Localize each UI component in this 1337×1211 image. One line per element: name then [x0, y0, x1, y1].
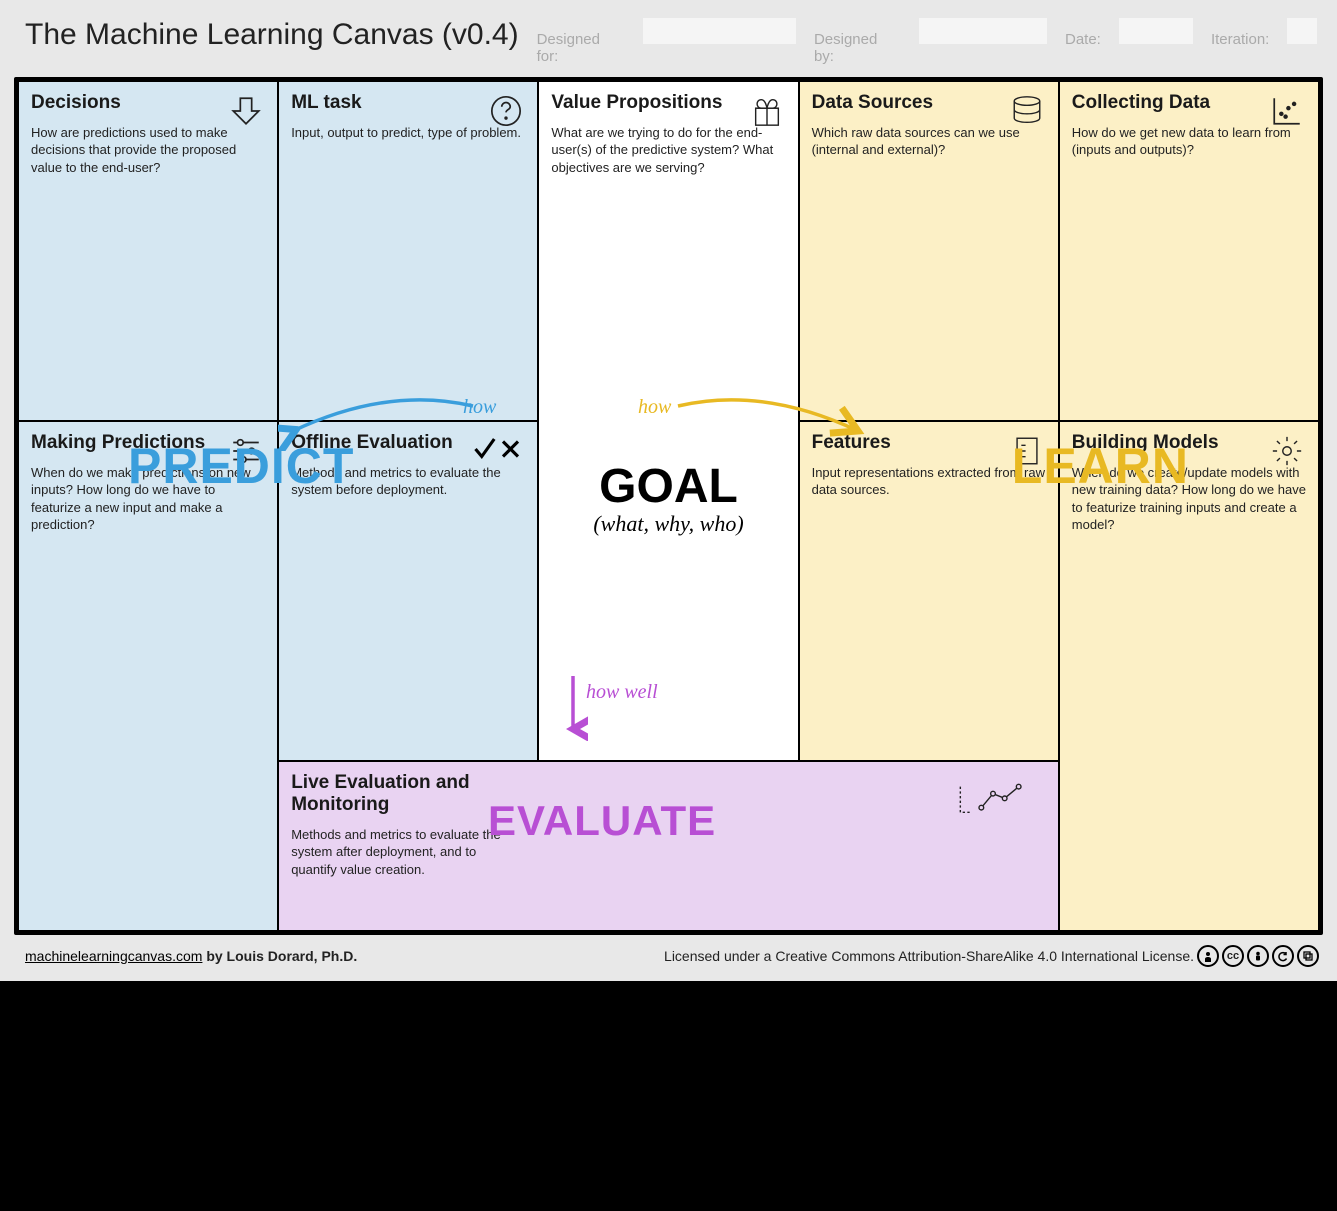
cell-desc: Methods and metrics to evaluate the syst…: [291, 826, 511, 879]
database-icon: [1010, 94, 1044, 128]
cell-desc: When do we make predictions on new input…: [31, 464, 265, 534]
cell-value-propositions: Value Propositions What are we trying to…: [538, 81, 798, 761]
trend-chart-icon: [958, 782, 1028, 816]
cc-copy-icon: [1297, 945, 1319, 967]
date-label: Date:: [1065, 31, 1101, 48]
cell-desc: What are we trying to do for the end-use…: [551, 124, 785, 177]
canvas-page: The Machine Learning Canvas (v0.4) Desig…: [0, 0, 1337, 1211]
cell-title: Live Evaluation and Monitoring: [291, 772, 511, 816]
black-margin: [0, 981, 1337, 1211]
cell-desc: Input representations extracted from raw…: [812, 464, 1046, 499]
designed-by-label: Designed by:: [814, 31, 901, 65]
cell-desc: Methods and metrics to evaluate the syst…: [291, 464, 525, 499]
cc-person-icon: [1197, 945, 1219, 967]
question-circle-icon: [489, 94, 523, 128]
cc-sa-icon: [1272, 945, 1294, 967]
check-x-icon: [473, 434, 523, 468]
page-title: The Machine Learning Canvas (v0.4): [25, 18, 519, 52]
gear-icon: [1270, 434, 1304, 468]
cell-live-evaluation: Live Evaluation and Monitoring Methods a…: [278, 761, 1059, 931]
sliders-icon: [229, 434, 263, 468]
gift-icon: [750, 94, 784, 128]
site-link[interactable]: machinelearningcanvas.com: [25, 948, 202, 964]
cell-desc: How are predictions used to make decisio…: [31, 124, 265, 177]
cell-making-predictions: Making Predictions When do we make predi…: [18, 421, 278, 931]
canvas-grid: Decisions How are predictions used to ma…: [18, 81, 1319, 931]
footer-credit: machinelearningcanvas.com by Louis Dorar…: [25, 948, 357, 964]
cell-features: Features Input representations extracted…: [799, 421, 1059, 761]
canvas-frame: Decisions How are predictions used to ma…: [14, 77, 1323, 935]
cc-by-icon: [1247, 945, 1269, 967]
license-text: Licensed under a Creative Commons Attrib…: [664, 948, 1194, 964]
iteration-label: Iteration:: [1211, 31, 1269, 48]
cell-offline-evaluation: Offline Evaluation Methods and metrics t…: [278, 421, 538, 761]
designed-for-input[interactable]: [643, 18, 796, 44]
date-input[interactable]: [1119, 18, 1193, 44]
footer-bar: machinelearningcanvas.com by Louis Dorar…: [0, 935, 1337, 981]
cell-collecting-data: Collecting Data How do we get new data t…: [1059, 81, 1319, 421]
license-row: Licensed under a Creative Commons Attrib…: [664, 945, 1319, 967]
cell-desc: When do we create/update models with new…: [1072, 464, 1306, 534]
cell-ml-task: ML task Input, output to predict, type o…: [278, 81, 538, 421]
cell-decisions: Decisions How are predictions used to ma…: [18, 81, 278, 421]
cc-icon: cc: [1222, 945, 1244, 967]
list-doc-icon: [1010, 434, 1044, 468]
cell-building-models: Building Models When do we create/update…: [1059, 421, 1319, 931]
cell-data-sources: Data Sources Which raw data sources can …: [799, 81, 1059, 421]
designed-by-input[interactable]: [919, 18, 1047, 44]
author-text: by Louis Dorard, Ph.D.: [202, 948, 357, 964]
designed-for-label: Designed for:: [537, 31, 625, 65]
header-bar: The Machine Learning Canvas (v0.4) Desig…: [0, 0, 1337, 77]
iteration-input[interactable]: [1287, 18, 1317, 44]
cell-desc: Which raw data sources can we use (inter…: [812, 124, 1046, 159]
arrow-down-icon: [229, 94, 263, 128]
scatter-plot-icon: [1270, 94, 1304, 128]
cell-desc: How do we get new data to learn from (in…: [1072, 124, 1306, 159]
